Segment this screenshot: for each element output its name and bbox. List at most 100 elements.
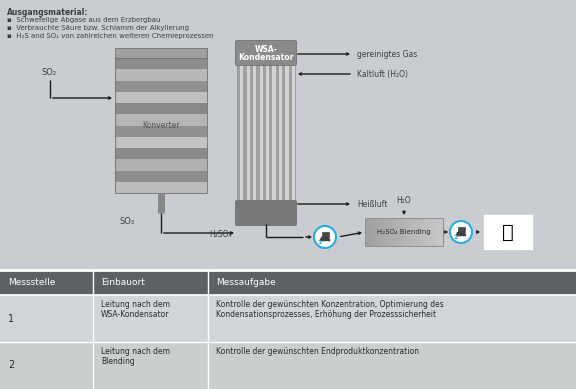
- Bar: [115, 137, 207, 148]
- Text: WSA-: WSA-: [255, 44, 278, 54]
- Bar: [439, 218, 440, 246]
- Bar: [289, 60, 292, 206]
- Bar: [272, 60, 276, 206]
- Text: gereinigtes Gas: gereinigtes Gas: [357, 49, 417, 58]
- Bar: [422, 218, 423, 246]
- Bar: [391, 218, 392, 246]
- Bar: [437, 218, 438, 246]
- Bar: [250, 60, 253, 206]
- Text: SO₃: SO₃: [120, 217, 135, 226]
- Bar: [370, 218, 371, 246]
- Bar: [408, 218, 409, 246]
- Text: H₂SO₄: H₂SO₄: [210, 230, 232, 239]
- Bar: [266, 60, 269, 206]
- Text: ▪  Verbrauchte Säure bzw. Schlamm der Alkylierung: ▪ Verbrauchte Säure bzw. Schlamm der Alk…: [7, 25, 189, 31]
- Bar: [410, 218, 411, 246]
- Bar: [385, 218, 386, 246]
- Bar: [292, 60, 295, 206]
- Bar: [415, 218, 416, 246]
- Bar: [378, 218, 379, 246]
- Bar: [115, 148, 207, 159]
- Text: Leitung nach dem
Blending: Leitung nach dem Blending: [101, 347, 170, 366]
- Bar: [433, 218, 434, 246]
- Bar: [115, 159, 207, 170]
- Text: 🚛: 🚛: [502, 223, 514, 242]
- Text: Messaufgabe: Messaufgabe: [216, 278, 276, 287]
- Bar: [115, 92, 207, 103]
- Bar: [416, 218, 417, 246]
- Bar: [380, 218, 381, 246]
- Bar: [441, 218, 442, 246]
- Bar: [403, 218, 404, 246]
- Bar: [115, 58, 207, 69]
- Bar: [115, 69, 207, 81]
- Bar: [407, 218, 408, 246]
- Bar: [371, 218, 372, 246]
- Bar: [373, 218, 374, 246]
- Bar: [406, 218, 407, 246]
- Bar: [418, 218, 419, 246]
- Bar: [244, 60, 247, 206]
- Bar: [457, 227, 464, 232]
- Bar: [401, 218, 402, 246]
- Bar: [396, 218, 397, 246]
- Bar: [260, 60, 263, 206]
- Bar: [483, 214, 533, 250]
- Bar: [376, 218, 377, 246]
- Bar: [400, 218, 401, 246]
- Bar: [374, 218, 375, 246]
- Bar: [425, 218, 426, 246]
- Bar: [421, 218, 422, 246]
- Bar: [387, 218, 388, 246]
- Bar: [321, 232, 328, 237]
- Bar: [115, 48, 207, 58]
- Bar: [377, 218, 378, 246]
- Bar: [412, 218, 413, 246]
- Bar: [115, 126, 207, 137]
- Text: Kaltluft (H₂O): Kaltluft (H₂O): [357, 70, 408, 79]
- Text: 1: 1: [8, 314, 14, 324]
- FancyBboxPatch shape: [236, 200, 297, 226]
- Bar: [438, 218, 439, 246]
- Bar: [263, 60, 266, 206]
- Bar: [115, 81, 207, 92]
- Bar: [240, 60, 244, 206]
- Bar: [320, 239, 330, 240]
- Bar: [365, 218, 443, 246]
- Bar: [375, 218, 376, 246]
- Bar: [384, 218, 385, 246]
- Bar: [115, 182, 207, 193]
- Bar: [269, 60, 272, 206]
- Bar: [420, 218, 421, 246]
- Bar: [367, 218, 368, 246]
- Text: ▪  H₂S and SO₂ von zahlreichen weiteren Chemieprozessen: ▪ H₂S and SO₂ von zahlreichen weiteren C…: [7, 33, 214, 39]
- Bar: [423, 218, 424, 246]
- Bar: [392, 218, 393, 246]
- Bar: [237, 60, 240, 206]
- Bar: [417, 218, 418, 246]
- Bar: [285, 60, 289, 206]
- Bar: [409, 218, 410, 246]
- Text: Kontrolle der gewünschten Konzentration, Optimierung des
Kondensationsprozesses,: Kontrolle der gewünschten Konzentration,…: [216, 300, 444, 319]
- Text: Konverter: Konverter: [142, 121, 180, 130]
- Bar: [413, 218, 414, 246]
- Bar: [428, 218, 429, 246]
- Bar: [442, 218, 443, 246]
- Text: Kondensator: Kondensator: [238, 53, 294, 61]
- Bar: [382, 218, 383, 246]
- Bar: [399, 218, 400, 246]
- Bar: [279, 60, 282, 206]
- Bar: [388, 218, 389, 246]
- Bar: [457, 232, 465, 234]
- Bar: [369, 218, 370, 246]
- Text: Kontrolle der gewünschten Endproduktkonzentration: Kontrolle der gewünschten Endproduktkonz…: [216, 347, 419, 356]
- Bar: [411, 218, 412, 246]
- Bar: [402, 218, 403, 246]
- Bar: [321, 237, 329, 239]
- Bar: [389, 218, 390, 246]
- Text: 2: 2: [8, 361, 14, 370]
- Text: H₂SO₄ Blending: H₂SO₄ Blending: [377, 229, 431, 235]
- Text: ▪  Schwefelige Abgase aus dem Erzbergbau: ▪ Schwefelige Abgase aus dem Erzbergbau: [7, 17, 161, 23]
- Bar: [381, 218, 382, 246]
- Text: SO₂: SO₂: [42, 68, 57, 77]
